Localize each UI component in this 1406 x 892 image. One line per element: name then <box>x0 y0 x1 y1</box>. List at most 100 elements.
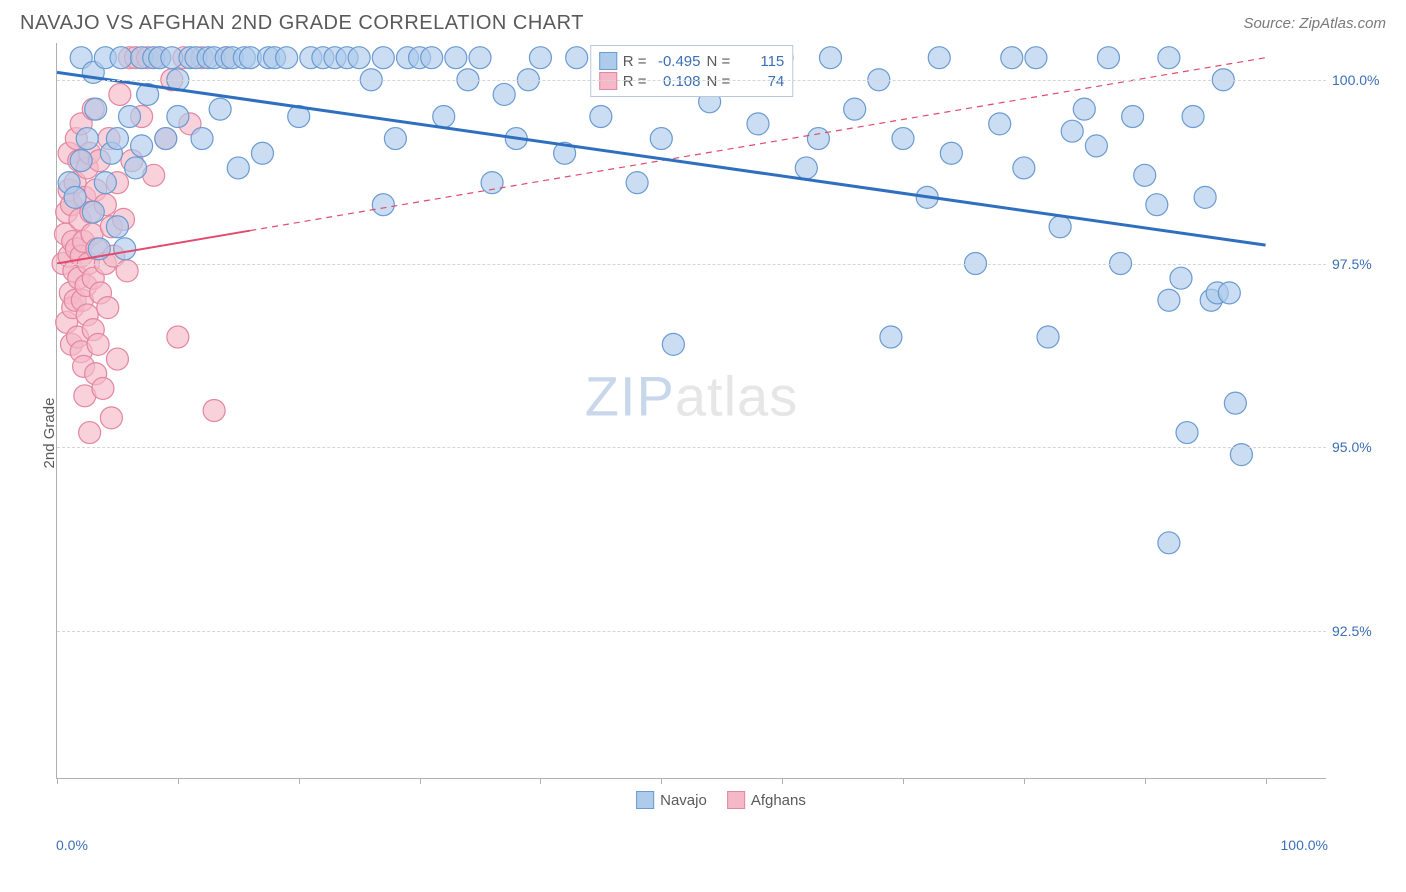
navajo-point <box>469 47 491 69</box>
chart-container: 2nd Grade ZIPatlas R = -0.495 N = 115 R … <box>56 43 1386 823</box>
navajo-point <box>433 106 455 128</box>
navajo-point <box>1061 120 1083 142</box>
chart-title: NAVAJO VS AFGHAN 2ND GRADE CORRELATION C… <box>20 12 584 35</box>
navajo-point <box>1224 392 1246 414</box>
legend-swatch-afghan <box>727 791 745 809</box>
y-tick-label: 100.0% <box>1326 72 1382 88</box>
x-tick <box>903 778 904 784</box>
correlation-row-navajo: R = -0.495 N = 115 <box>599 52 785 70</box>
navajo-point <box>106 216 128 238</box>
navajo-point <box>807 128 829 150</box>
legend-label-navajo: Navajo <box>660 792 707 809</box>
x-tick <box>1024 778 1025 784</box>
navajo-point <box>1182 106 1204 128</box>
navajo-point <box>106 128 128 150</box>
navajo-point <box>1097 47 1119 69</box>
r-value-afghan: 0.108 <box>655 73 701 90</box>
x-axis-start-label: 0.0% <box>56 837 88 853</box>
afghan-point <box>203 400 225 422</box>
y-tick-label: 97.5% <box>1326 256 1382 272</box>
navajo-point <box>1013 157 1035 179</box>
swatch-afghan <box>599 72 617 90</box>
navajo-point <box>1176 422 1198 444</box>
navajo-point <box>819 47 841 69</box>
afghan-point <box>87 333 109 355</box>
x-tick <box>1145 778 1146 784</box>
navajo-point <box>209 98 231 120</box>
x-tick <box>57 778 58 784</box>
navajo-point <box>155 128 177 150</box>
navajo-point <box>1158 47 1180 69</box>
navajo-point <box>82 201 104 223</box>
navajo-point <box>227 157 249 179</box>
series-legend: Navajo Afghans <box>636 791 806 809</box>
navajo-point <box>125 157 147 179</box>
n-value-navajo: 115 <box>738 53 784 70</box>
navajo-point <box>1085 135 1107 157</box>
navajo-point <box>110 47 132 69</box>
correlation-legend: R = -0.495 N = 115 R = 0.108 N = 74 <box>590 45 794 97</box>
gridline <box>57 447 1326 448</box>
chart-source: Source: ZipAtlas.com <box>1243 15 1386 32</box>
navajo-point <box>1001 47 1023 69</box>
n-label: N = <box>707 53 731 70</box>
navajo-point <box>880 326 902 348</box>
legend-item-navajo: Navajo <box>636 791 707 809</box>
x-tick <box>178 778 179 784</box>
correlation-row-afghan: R = 0.108 N = 74 <box>599 72 785 90</box>
navajo-point <box>662 333 684 355</box>
navajo-point <box>1134 164 1156 186</box>
afghan-point <box>100 407 122 429</box>
gridline <box>57 80 1326 81</box>
navajo-point <box>445 47 467 69</box>
afghan-point <box>97 297 119 319</box>
navajo-point <box>747 113 769 135</box>
navajo-point <box>348 47 370 69</box>
navajo-point <box>76 128 98 150</box>
navajo-point <box>276 47 298 69</box>
n-value-afghan: 74 <box>738 73 784 90</box>
x-tick <box>420 778 421 784</box>
afghan-point <box>106 348 128 370</box>
x-tick <box>1266 778 1267 784</box>
navajo-point <box>1170 267 1192 289</box>
r-label: R = <box>623 73 647 90</box>
afghan-point <box>79 422 101 444</box>
navajo-point <box>1218 282 1240 304</box>
swatch-navajo <box>599 52 617 70</box>
afghan-point <box>109 83 131 105</box>
r-label: R = <box>623 53 647 70</box>
navajo-point <box>795 157 817 179</box>
navajo-point <box>626 172 648 194</box>
navajo-point <box>251 142 273 164</box>
gridline <box>57 264 1326 265</box>
legend-swatch-navajo <box>636 791 654 809</box>
navajo-point <box>650 128 672 150</box>
navajo-point <box>1146 194 1168 216</box>
navajo-point <box>1158 532 1180 554</box>
x-axis-end-label: 100.0% <box>1281 837 1328 853</box>
navajo-point <box>1049 216 1071 238</box>
navajo-point <box>421 47 443 69</box>
navajo-point <box>529 47 551 69</box>
navajo-point <box>989 113 1011 135</box>
navajo-point <box>94 172 116 194</box>
navajo-point <box>119 106 141 128</box>
n-label: N = <box>707 73 731 90</box>
navajo-point <box>70 150 92 172</box>
navajo-point <box>372 47 394 69</box>
navajo-point <box>1194 186 1216 208</box>
x-tick <box>540 778 541 784</box>
plot-area: ZIPatlas R = -0.495 N = 115 R = 0.108 N … <box>56 43 1326 779</box>
navajo-point <box>481 172 503 194</box>
legend-item-afghan: Afghans <box>727 791 806 809</box>
navajo-point <box>892 128 914 150</box>
navajo-point <box>493 83 515 105</box>
navajo-point <box>167 106 189 128</box>
navajo-point <box>64 186 86 208</box>
y-tick-label: 92.5% <box>1326 623 1382 639</box>
navajo-point <box>372 194 394 216</box>
navajo-point <box>1073 98 1095 120</box>
navajo-point <box>85 98 107 120</box>
navajo-point <box>1122 106 1144 128</box>
